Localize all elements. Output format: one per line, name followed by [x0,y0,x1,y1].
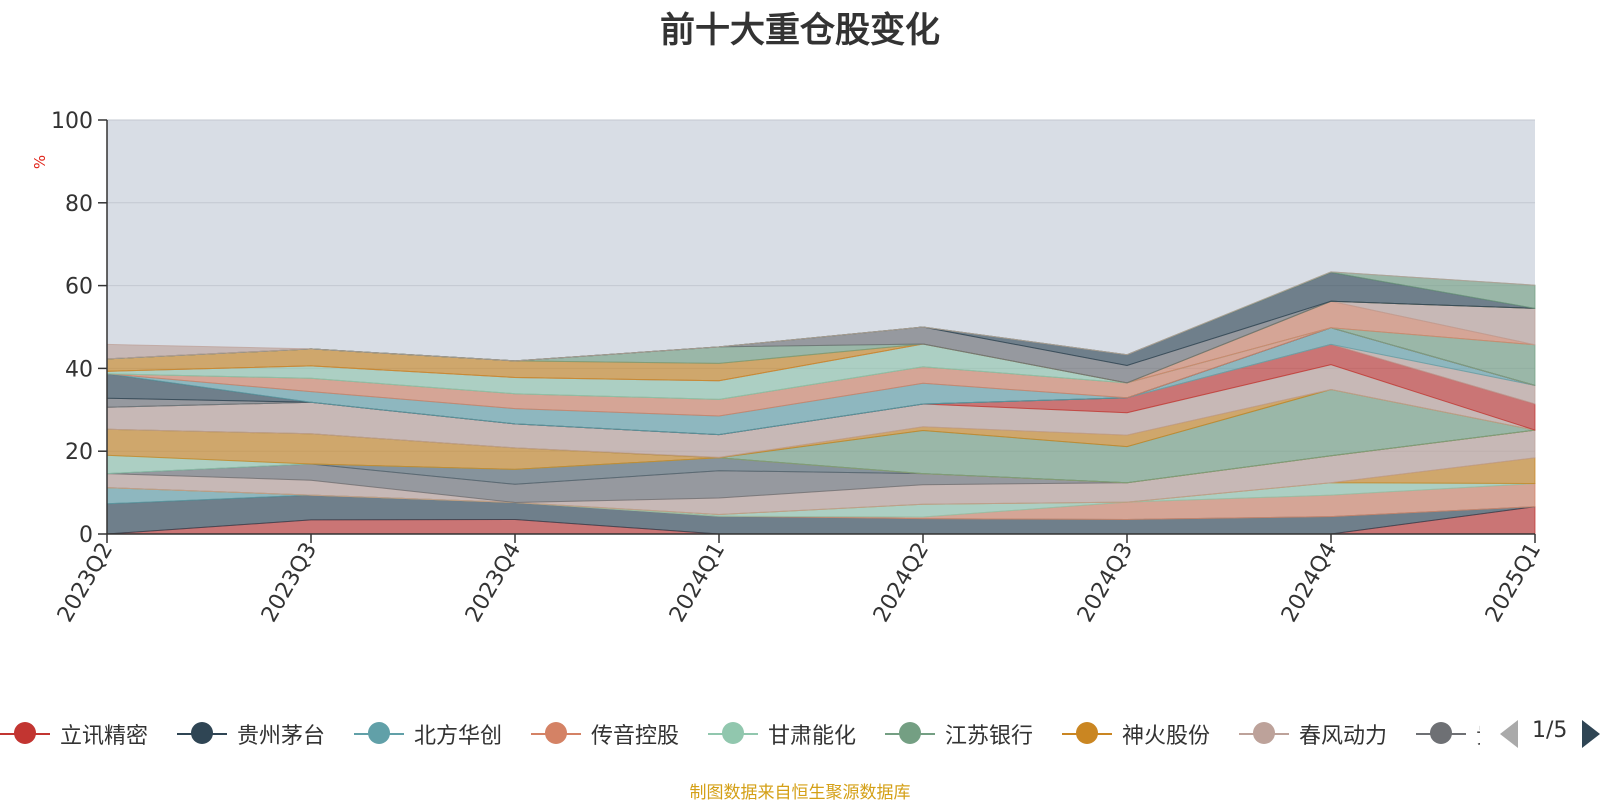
legend-label: 春风动力 [1299,724,1388,749]
legend-next-page-icon[interactable] [1582,720,1600,748]
legend-page-indicator: 1/5 [1532,718,1568,743]
legend-label: 贵 [1476,718,1480,750]
legend-label: 贵州茅台 [237,724,326,749]
area-series-31 [106,271,1536,362]
chart-title: 前十大重仓股变化 [659,11,940,51]
x-tick-label: 2023Q2 [53,539,118,627]
legend-label: 立讯精密 [60,724,149,749]
legend-pager: 1/5 [1500,714,1600,754]
x-tick-label: 2023Q4 [461,539,526,627]
legend-dot-icon [1253,722,1275,744]
legend: 立讯精密 贵州茅台 北方华创 传音控股 甘肃能化 江苏银行 神火股份 春风动力 贵 [0,712,1480,756]
x-tick-label: 2024Q2 [869,539,934,627]
x-tick-label: 2025Q1 [1481,539,1546,627]
y-tick-label: 100 [51,109,93,134]
legend-label: 传音控股 [591,724,680,749]
y-tick-label: 20 [65,440,93,465]
legend-dot-icon [191,722,213,744]
x-tick-label: 2024Q1 [665,539,730,627]
y-tick-label: 0 [79,523,93,548]
legend-dot-icon [1076,722,1098,744]
legend-dot-icon [14,722,36,744]
y-axis-label: % [31,155,49,169]
y-tick-label: 80 [65,192,93,217]
y-tick-label: 60 [65,275,93,300]
x-tick-label: 2023Q3 [257,539,322,627]
legend-label: 江苏银行 [945,724,1034,749]
x-tick-label: 2024Q3 [1073,539,1138,627]
legend-label: 北方华创 [414,724,503,749]
legend-dot-icon [899,722,921,744]
legend-dot-icon [368,722,390,744]
legend-label: 神火股份 [1122,724,1211,749]
legend-prev-page-icon[interactable] [1500,720,1518,748]
x-tick-label: 2024Q4 [1277,539,1342,627]
legend-dot-icon [545,722,567,744]
legend-label: 甘肃能化 [768,724,857,749]
legend-dot-icon [722,722,744,744]
legend-dot-icon [1430,722,1452,744]
y-tick-label: 40 [65,357,93,382]
source-note: 制图数据来自恒生聚源数据库 [689,783,911,803]
